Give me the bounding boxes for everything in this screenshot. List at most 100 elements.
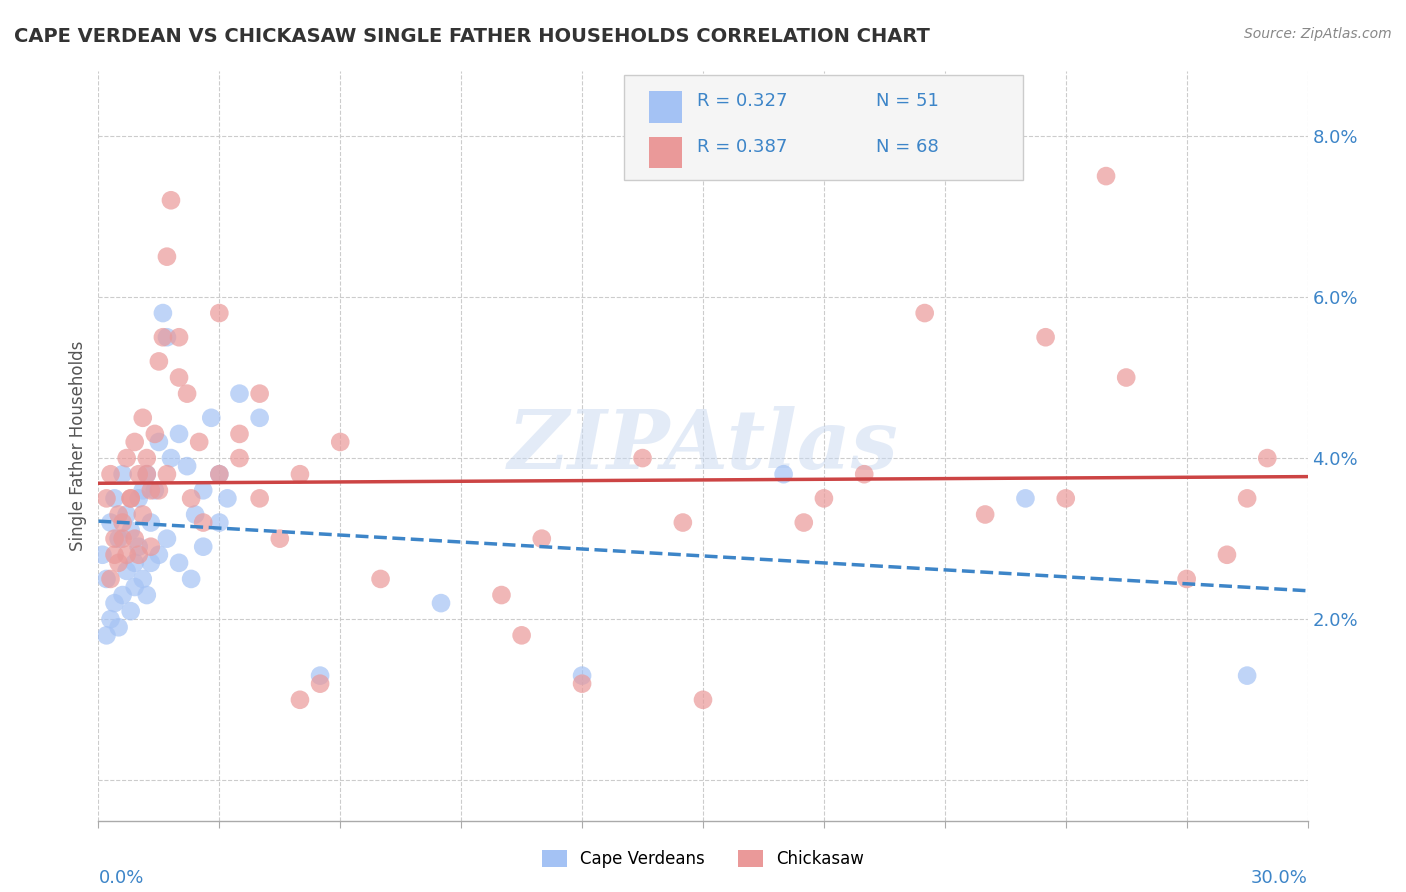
Point bbox=[103, 596, 125, 610]
Point bbox=[288, 693, 311, 707]
Point bbox=[193, 516, 215, 530]
Point bbox=[128, 548, 150, 562]
Point bbox=[120, 524, 142, 538]
Text: 30.0%: 30.0% bbox=[1251, 869, 1308, 887]
Point bbox=[530, 532, 553, 546]
Point bbox=[208, 467, 231, 482]
Point bbox=[100, 612, 122, 626]
Point bbox=[115, 548, 138, 562]
Point bbox=[491, 588, 513, 602]
Point bbox=[135, 467, 157, 482]
Point bbox=[430, 596, 453, 610]
Point bbox=[143, 426, 166, 441]
Point bbox=[120, 491, 142, 506]
Point bbox=[139, 516, 162, 530]
Point bbox=[135, 588, 157, 602]
Point bbox=[1095, 169, 1118, 183]
Point bbox=[370, 572, 392, 586]
Text: ZIPAtlas: ZIPAtlas bbox=[508, 406, 898, 486]
Point bbox=[139, 540, 162, 554]
Point bbox=[132, 508, 155, 522]
Point bbox=[184, 508, 207, 522]
Point bbox=[208, 467, 231, 482]
Point bbox=[329, 434, 352, 449]
Point bbox=[139, 483, 162, 498]
Point bbox=[692, 693, 714, 707]
Point bbox=[200, 410, 222, 425]
Point bbox=[103, 532, 125, 546]
Point bbox=[148, 548, 170, 562]
Point bbox=[167, 370, 190, 384]
Point bbox=[1236, 491, 1258, 506]
Point bbox=[309, 676, 332, 690]
Point bbox=[124, 556, 146, 570]
Point bbox=[107, 532, 129, 546]
FancyBboxPatch shape bbox=[624, 75, 1024, 180]
Point bbox=[132, 572, 155, 586]
Point bbox=[143, 483, 166, 498]
Text: R = 0.327: R = 0.327 bbox=[697, 92, 787, 111]
Point bbox=[111, 532, 134, 546]
Point bbox=[115, 564, 138, 578]
Point bbox=[180, 572, 202, 586]
Point bbox=[217, 491, 239, 506]
Point bbox=[124, 580, 146, 594]
Point bbox=[853, 467, 876, 482]
Point bbox=[228, 386, 250, 401]
Point bbox=[1256, 451, 1278, 466]
Point bbox=[1115, 370, 1137, 384]
Point bbox=[772, 467, 794, 482]
Point bbox=[1236, 668, 1258, 682]
Point bbox=[128, 540, 150, 554]
Point bbox=[120, 491, 142, 506]
Point bbox=[228, 426, 250, 441]
Point bbox=[188, 434, 211, 449]
Point bbox=[124, 532, 146, 546]
Point bbox=[128, 467, 150, 482]
Point bbox=[571, 676, 593, 690]
Point bbox=[1035, 330, 1057, 344]
Point bbox=[148, 354, 170, 368]
Point bbox=[249, 491, 271, 506]
Point bbox=[91, 548, 114, 562]
Text: CAPE VERDEAN VS CHICKASAW SINGLE FATHER HOUSEHOLDS CORRELATION CHART: CAPE VERDEAN VS CHICKASAW SINGLE FATHER … bbox=[14, 27, 929, 45]
Point bbox=[111, 588, 134, 602]
Point bbox=[135, 467, 157, 482]
Point bbox=[152, 306, 174, 320]
Point bbox=[193, 483, 215, 498]
Legend: Cape Verdeans, Chickasaw: Cape Verdeans, Chickasaw bbox=[536, 843, 870, 875]
Point bbox=[160, 194, 183, 208]
Point bbox=[176, 386, 198, 401]
Point bbox=[176, 459, 198, 474]
Point bbox=[571, 668, 593, 682]
Point bbox=[148, 483, 170, 498]
Point bbox=[115, 508, 138, 522]
Point bbox=[107, 620, 129, 634]
Point bbox=[103, 548, 125, 562]
Point bbox=[107, 508, 129, 522]
Point bbox=[132, 410, 155, 425]
Point bbox=[107, 556, 129, 570]
Point bbox=[124, 434, 146, 449]
Point bbox=[120, 604, 142, 618]
Y-axis label: Single Father Households: Single Father Households bbox=[69, 341, 87, 551]
Point bbox=[309, 668, 332, 682]
Point bbox=[96, 572, 118, 586]
Point bbox=[249, 386, 271, 401]
Point bbox=[974, 508, 997, 522]
Point bbox=[269, 532, 291, 546]
Point bbox=[631, 451, 654, 466]
Point bbox=[1014, 491, 1036, 506]
Point bbox=[111, 516, 134, 530]
Point bbox=[208, 306, 231, 320]
Point bbox=[813, 491, 835, 506]
Point bbox=[128, 491, 150, 506]
Point bbox=[1175, 572, 1198, 586]
Point bbox=[96, 628, 118, 642]
Point bbox=[132, 483, 155, 498]
Point bbox=[135, 451, 157, 466]
Point bbox=[156, 467, 179, 482]
FancyBboxPatch shape bbox=[648, 137, 682, 169]
Point bbox=[1054, 491, 1077, 506]
Point bbox=[914, 306, 936, 320]
